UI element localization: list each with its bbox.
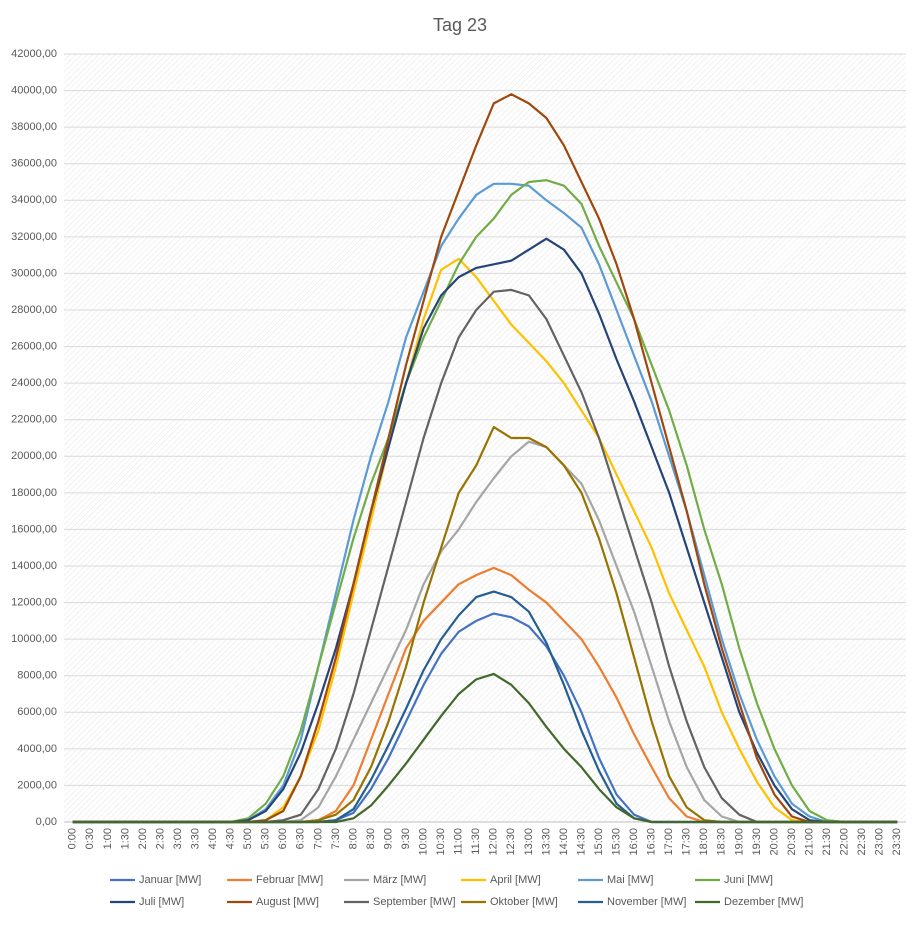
- y-tick-label: 26000,00: [11, 340, 57, 352]
- x-tick-label: 4:30: [225, 828, 237, 849]
- x-tick-label: 3:30: [189, 828, 201, 849]
- x-tick-label: 0:30: [84, 828, 96, 849]
- y-tick-label: 6000,00: [17, 706, 57, 718]
- y-tick-label: 20000,00: [11, 450, 57, 462]
- legend-label: Mai [MW]: [607, 874, 653, 886]
- x-tick-label: 18:30: [716, 828, 728, 856]
- x-tick-label: 4:00: [207, 828, 219, 849]
- series-line: [72, 672, 898, 824]
- x-tick-label: 19:30: [751, 828, 763, 856]
- y-tick-label: 30000,00: [11, 267, 57, 279]
- legend-label: Dezember [MW]: [724, 896, 803, 908]
- x-tick-label: 17:00: [663, 828, 675, 856]
- x-tick-label: 20:30: [786, 828, 798, 856]
- legend-label: Februar [MW]: [256, 874, 323, 886]
- x-tick-label: 2:30: [154, 828, 166, 849]
- x-tick-label: 0:00: [67, 828, 79, 849]
- y-tick-label: 14000,00: [11, 560, 57, 572]
- x-tick-label: 16:00: [628, 828, 640, 856]
- y-tick-label: 16000,00: [11, 523, 57, 535]
- x-tick-label: 6:30: [295, 828, 307, 849]
- y-tick-label: 28000,00: [11, 304, 57, 316]
- x-tick-label: 10:00: [418, 828, 430, 856]
- legend-label: Juni [MW]: [724, 874, 773, 886]
- y-tick-label: 34000,00: [11, 194, 57, 206]
- x-tick-label: 1:30: [119, 828, 131, 849]
- legend-label: August [MW]: [256, 896, 319, 908]
- x-tick-label: 16:30: [646, 828, 658, 856]
- x-tick-label: 23:30: [891, 828, 903, 856]
- y-tick-label: 38000,00: [11, 121, 57, 133]
- y-tick-label: 24000,00: [11, 377, 57, 389]
- x-tick-label: 22:30: [856, 828, 868, 856]
- x-tick-label: 12:00: [488, 828, 500, 856]
- y-tick-label: 32000,00: [11, 231, 57, 243]
- x-tick-label: 23:00: [874, 828, 886, 856]
- x-tick-label: 6:00: [277, 828, 289, 849]
- y-tick-label: 12000,00: [11, 596, 57, 608]
- x-tick-label: 8:30: [365, 828, 377, 849]
- y-tick-label: 18000,00: [11, 487, 57, 499]
- x-tick-label: 7:00: [312, 828, 324, 849]
- x-tick-label: 11:00: [453, 828, 465, 855]
- y-tick-label: 22000,00: [11, 414, 57, 426]
- y-tick-label: 8000,00: [17, 670, 57, 682]
- y-tick-label: 40000,00: [11, 84, 57, 96]
- x-tick-label: 5:30: [260, 828, 272, 849]
- y-tick-label: 10000,00: [11, 633, 57, 645]
- x-tick-label: 11:30: [470, 828, 482, 855]
- x-tick-label: 21:30: [821, 828, 833, 856]
- y-tick-label: 2000,00: [17, 779, 57, 791]
- legend-label: September [MW]: [373, 896, 456, 908]
- x-tick-label: 12:30: [505, 828, 517, 856]
- legend-label: Januar [MW]: [139, 874, 201, 886]
- x-tick-label: 15:00: [593, 828, 605, 856]
- legend-label: Oktober [MW]: [490, 896, 558, 908]
- x-tick-label: 15:30: [610, 828, 622, 856]
- x-tick-label: 1:00: [102, 828, 114, 849]
- x-tick-label: 17:30: [681, 828, 693, 856]
- x-tick-label: 8:00: [347, 828, 359, 849]
- x-tick-label: 9:00: [382, 828, 394, 849]
- y-tick-label: 42000,00: [11, 48, 57, 60]
- y-tick-label: 0,00: [36, 816, 57, 828]
- x-tick-label: 13:00: [523, 828, 535, 856]
- x-tick-label: 5:00: [242, 828, 254, 849]
- plot-area: [64, 54, 906, 822]
- x-tick-label: 20:00: [768, 828, 780, 856]
- legend-label: März [MW]: [373, 874, 426, 886]
- x-tick-label: 18:00: [698, 828, 710, 856]
- legend-label: April [MW]: [490, 874, 541, 886]
- x-tick-label: 14:30: [575, 828, 587, 856]
- legend-label: November [MW]: [607, 896, 686, 908]
- x-tick-label: 19:00: [733, 828, 745, 856]
- x-tick-label: 10:30: [435, 828, 447, 856]
- x-tick-label: 14:00: [558, 828, 570, 856]
- x-tick-label: 21:00: [803, 828, 815, 856]
- x-tick-label: 3:00: [172, 828, 184, 849]
- x-tick-label: 9:30: [400, 828, 412, 849]
- legend-label: Juli [MW]: [139, 896, 184, 908]
- x-tick-label: 7:30: [330, 828, 342, 849]
- x-tick-label: 22:00: [839, 828, 851, 856]
- x-tick-label: 2:00: [137, 828, 149, 849]
- chart-title: Tag 23: [433, 15, 487, 35]
- x-tick-label: 13:30: [540, 828, 552, 856]
- y-tick-label: 4000,00: [17, 743, 57, 755]
- y-tick-label: 36000,00: [11, 158, 57, 170]
